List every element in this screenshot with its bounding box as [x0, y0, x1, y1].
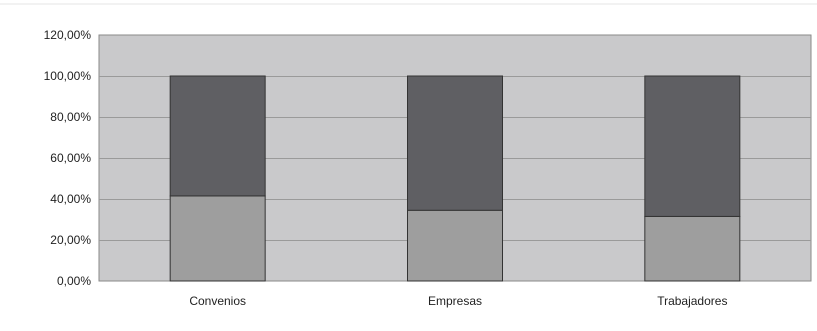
y-tick-label: 20,00% — [50, 233, 91, 247]
y-tick-label: 120,00% — [44, 28, 92, 42]
x-category-label: Empresas — [428, 294, 482, 308]
bar-segment-convenios-1 — [169, 195, 266, 282]
y-tick-label: 100,00% — [44, 69, 92, 83]
y-tick-label: 40,00% — [50, 192, 91, 206]
bar-segment-empresas-1 — [407, 209, 503, 282]
bar-segment-trabajadores-2 — [644, 75, 741, 217]
x-category-label: Trabajadores — [657, 294, 727, 308]
bar-segment-trabajadores-1 — [644, 215, 741, 282]
bar-segment-convenios-2 — [169, 75, 266, 197]
y-tick-label: 80,00% — [50, 110, 91, 124]
bars — [169, 75, 741, 282]
bar-segment-empresas-2 — [407, 75, 503, 211]
x-category-label: Convenios — [189, 294, 246, 308]
y-axis-tick-labels: 0,00% 20,00% 40,00% 60,00% 80,00% 100,00% 120,… — [44, 28, 92, 288]
y-tick-label: 60,00% — [50, 151, 91, 165]
y-tick-label: 0,00% — [57, 274, 91, 288]
x-axis-category-labels: Convenios Empresas Trabajadores — [189, 294, 727, 308]
